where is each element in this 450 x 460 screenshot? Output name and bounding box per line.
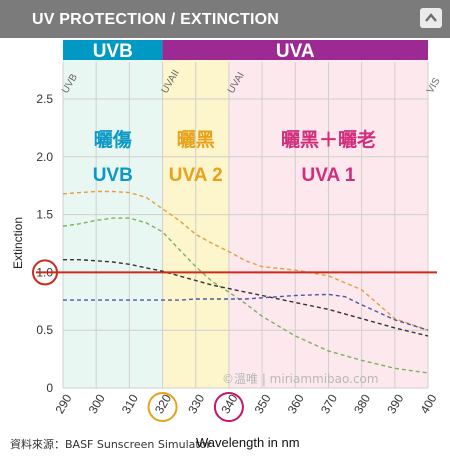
x-tick-label-390: 390 <box>384 392 406 417</box>
panel-title: UV PROTECTION / EXTINCTION <box>32 11 279 28</box>
region-chinese-label-2: 曬黑＋曬老 <box>281 128 376 151</box>
x-tick-label-290: 290 <box>52 392 74 417</box>
y-tick-label-0: 0 <box>46 381 53 395</box>
region-bg-0 <box>63 53 163 388</box>
y-axis-title: Extinction <box>11 217 25 269</box>
panel-header: UV PROTECTION / EXTINCTION <box>0 0 450 38</box>
band-bar-uvb <box>63 40 163 60</box>
region-band-label-2: UVA 1 <box>302 165 356 186</box>
circled-x-tick-340 <box>213 392 244 422</box>
x-tick-label-400: 400 <box>417 392 439 417</box>
series-line-1 <box>62 217 429 374</box>
y-tick-label-2.0: 2.0 <box>36 150 53 164</box>
region-band-label-0: UVB <box>93 165 133 186</box>
region-chinese-label-1: 曬黑 <box>177 129 215 151</box>
band-label-uva: UVA <box>276 41 315 62</box>
x-tick-label-360: 360 <box>285 392 307 417</box>
x-tick-label-310: 310 <box>119 392 141 417</box>
band-bar-uva <box>162 40 428 60</box>
x-axis-title: Wavelength in nm <box>196 435 300 450</box>
x-tick-label-380: 380 <box>351 392 373 417</box>
source-note: 資料來源：BASF Sunscreen Simulator <box>10 438 211 451</box>
chevron-up-icon <box>425 13 437 22</box>
x-tick-label-330: 330 <box>185 392 207 417</box>
watermark: ©溫唯 | miriammibao.com <box>222 372 379 386</box>
series-line-3 <box>63 293 429 331</box>
circled-y-tick-marker <box>32 259 58 286</box>
x-tick-label-350: 350 <box>252 392 274 417</box>
x-tick-label-370: 370 <box>318 392 340 417</box>
circled-x-tick-320 <box>147 392 178 422</box>
region-band-label-1: UVA 2 <box>169 165 223 186</box>
collapse-button[interactable] <box>420 8 442 28</box>
y-tick-label-2.5: 2.5 <box>36 92 53 106</box>
x-tick-label-300: 300 <box>86 392 108 417</box>
region-chinese-label-0: 曬傷 <box>94 128 132 151</box>
y-tick-label-0.5: 0.5 <box>36 323 53 337</box>
series-line-2 <box>63 258 429 337</box>
y-tick-label-1.5: 1.5 <box>36 208 53 222</box>
band-label-uvb: UVB <box>93 41 133 62</box>
series-line-0 <box>62 190 429 331</box>
